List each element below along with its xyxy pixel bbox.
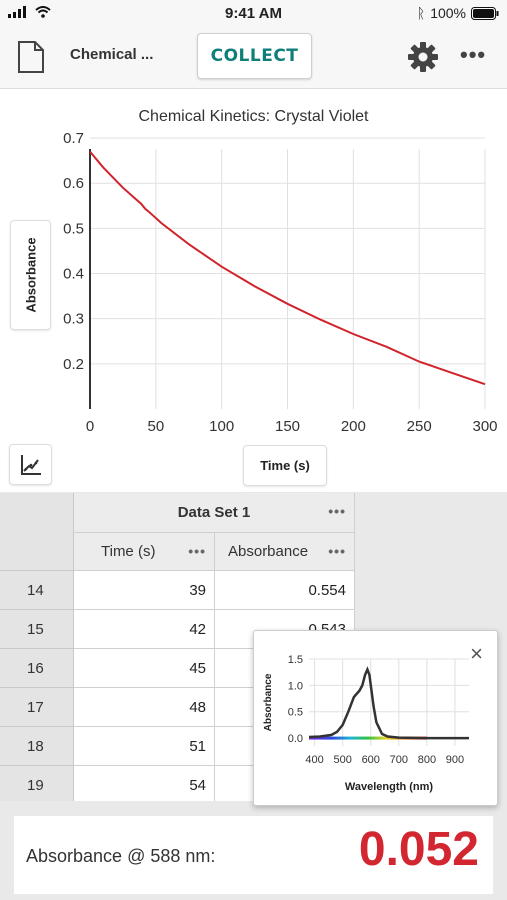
readout-label: Absorbance @ 588 nm: <box>26 846 216 866</box>
clock: 9:41 AM <box>225 5 282 22</box>
more-menu-button[interactable]: ••• <box>460 42 487 67</box>
row-index[interactable]: 16 <box>0 649 74 688</box>
wifi-icon <box>35 6 51 18</box>
x-tick-label: 150 <box>275 418 300 435</box>
x-tick-label: 200 <box>341 418 366 435</box>
cell-time[interactable]: 45 <box>74 649 215 688</box>
y-tick-label: 0.7 <box>63 130 84 147</box>
graph-tools-icon <box>20 454 41 475</box>
y-tick-label: 1.5 <box>288 654 303 666</box>
dataset-name: Data Set 1 <box>177 504 251 521</box>
cell-absorbance[interactable]: 0.554 <box>215 571 355 610</box>
graph-panel: Chemical Kinetics: Crystal Violet 0 50 100… <box>0 89 507 492</box>
cell-time[interactable]: 39 <box>74 571 215 610</box>
row-index[interactable]: 18 <box>0 727 74 766</box>
row-index[interactable]: 19 <box>0 766 74 801</box>
column-label-time: Time (s) <box>101 543 156 560</box>
kinetics-chart[interactable]: 0 50 100 150 200 250 300 0.2 0.3 0.4 0.5 0.6 0.7 <box>0 89 507 439</box>
readout-value: 0.052 <box>358 823 479 876</box>
x-tick-label: 600 <box>362 754 380 766</box>
spectrum-chart[interactable]: 400 500 600 700 800 900 0.0 0.5 1.0 1.5 Wavelength… <box>254 631 497 805</box>
dataset-header[interactable]: Data Set 1 ••• <box>74 493 355 533</box>
x-tick-label: 50 <box>147 418 164 435</box>
column-header-time[interactable]: Time (s) ••• <box>74 533 215 571</box>
document-title[interactable]: Chemical ... <box>70 46 154 63</box>
y-tick-label: 1.0 <box>288 680 303 692</box>
y-tick-label: 0.2 <box>63 356 84 373</box>
y-axis-label: Absorbance <box>23 237 38 313</box>
x-tick-label: 700 <box>390 754 408 766</box>
x-tick-label: 100 <box>209 418 234 435</box>
battery-group: ᚱ 100% <box>417 5 499 21</box>
row-index[interactable]: 15 <box>0 610 74 649</box>
x-axis-title: Wavelength (nm) <box>345 781 434 793</box>
graph-title: Chemical Kinetics: Crystal Violet <box>138 108 369 125</box>
status-bar: 9:41 AM ᚱ 100% <box>0 0 507 28</box>
row-index[interactable]: 17 <box>0 688 74 727</box>
y-tick-label: 0.5 <box>63 220 84 237</box>
column-label-absorbance: Absorbance <box>228 543 309 560</box>
table-corner <box>0 493 74 571</box>
x-tick-label: 250 <box>407 418 432 435</box>
column-header-absorbance[interactable]: Absorbance ••• <box>215 533 355 571</box>
cell-time[interactable]: 42 <box>74 610 215 649</box>
top-toolbar: Chemical ... COLLECT ••• <box>0 28 507 89</box>
x-axis-label-button[interactable]: Time (s) <box>243 445 327 486</box>
y-tick-label: 0.6 <box>63 175 84 192</box>
signal-wifi-group <box>8 6 51 18</box>
cell-time[interactable]: 51 <box>74 727 215 766</box>
x-tick-label: 800 <box>418 754 436 766</box>
x-tick-label: 300 <box>472 418 497 435</box>
y-tick-label: 0.3 <box>63 311 84 328</box>
spectrum-popup: × 400 500 600 700 800 900 0.0 0.5 1.0 1.5 Waveleng… <box>253 630 498 806</box>
column-menu-time[interactable]: ••• <box>188 543 206 559</box>
battery-icon <box>471 6 499 20</box>
absorbance-series-line <box>89 150 486 386</box>
y-tick-label: 0.5 <box>288 707 303 719</box>
cell-time[interactable]: 54 <box>74 766 215 801</box>
gear-icon[interactable] <box>407 41 439 73</box>
spectrum-series-line <box>308 666 469 740</box>
y-axis-title: Absorbance <box>263 673 274 731</box>
y-axis-label-button[interactable]: Absorbance <box>10 220 51 330</box>
meter-readout[interactable]: Absorbance @ 588 nm: 0.052 <box>14 816 493 894</box>
close-icon[interactable]: × <box>470 641 483 666</box>
file-icon[interactable] <box>17 40 45 74</box>
x-tick-label: 0 <box>86 418 94 435</box>
row-index[interactable]: 14 <box>0 571 74 610</box>
cell-time[interactable]: 48 <box>74 688 215 727</box>
signal-icon <box>8 6 26 18</box>
x-tick-label: 500 <box>334 754 352 766</box>
y-tick-label: 0.4 <box>63 266 84 283</box>
curve-fit-button[interactable] <box>9 444 52 485</box>
battery-percent: 100% <box>430 5 466 21</box>
x-tick-label: 900 <box>446 754 464 766</box>
bluetooth-icon: ᚱ <box>416 5 426 21</box>
x-tick-label: 400 <box>305 754 323 766</box>
y-tick-label: 0.0 <box>288 733 303 745</box>
column-menu-absorbance[interactable]: ••• <box>328 543 346 559</box>
collect-button[interactable]: COLLECT <box>197 33 312 79</box>
dataset-menu-button[interactable]: ••• <box>328 503 346 519</box>
visible-spectrum-band <box>309 736 427 740</box>
